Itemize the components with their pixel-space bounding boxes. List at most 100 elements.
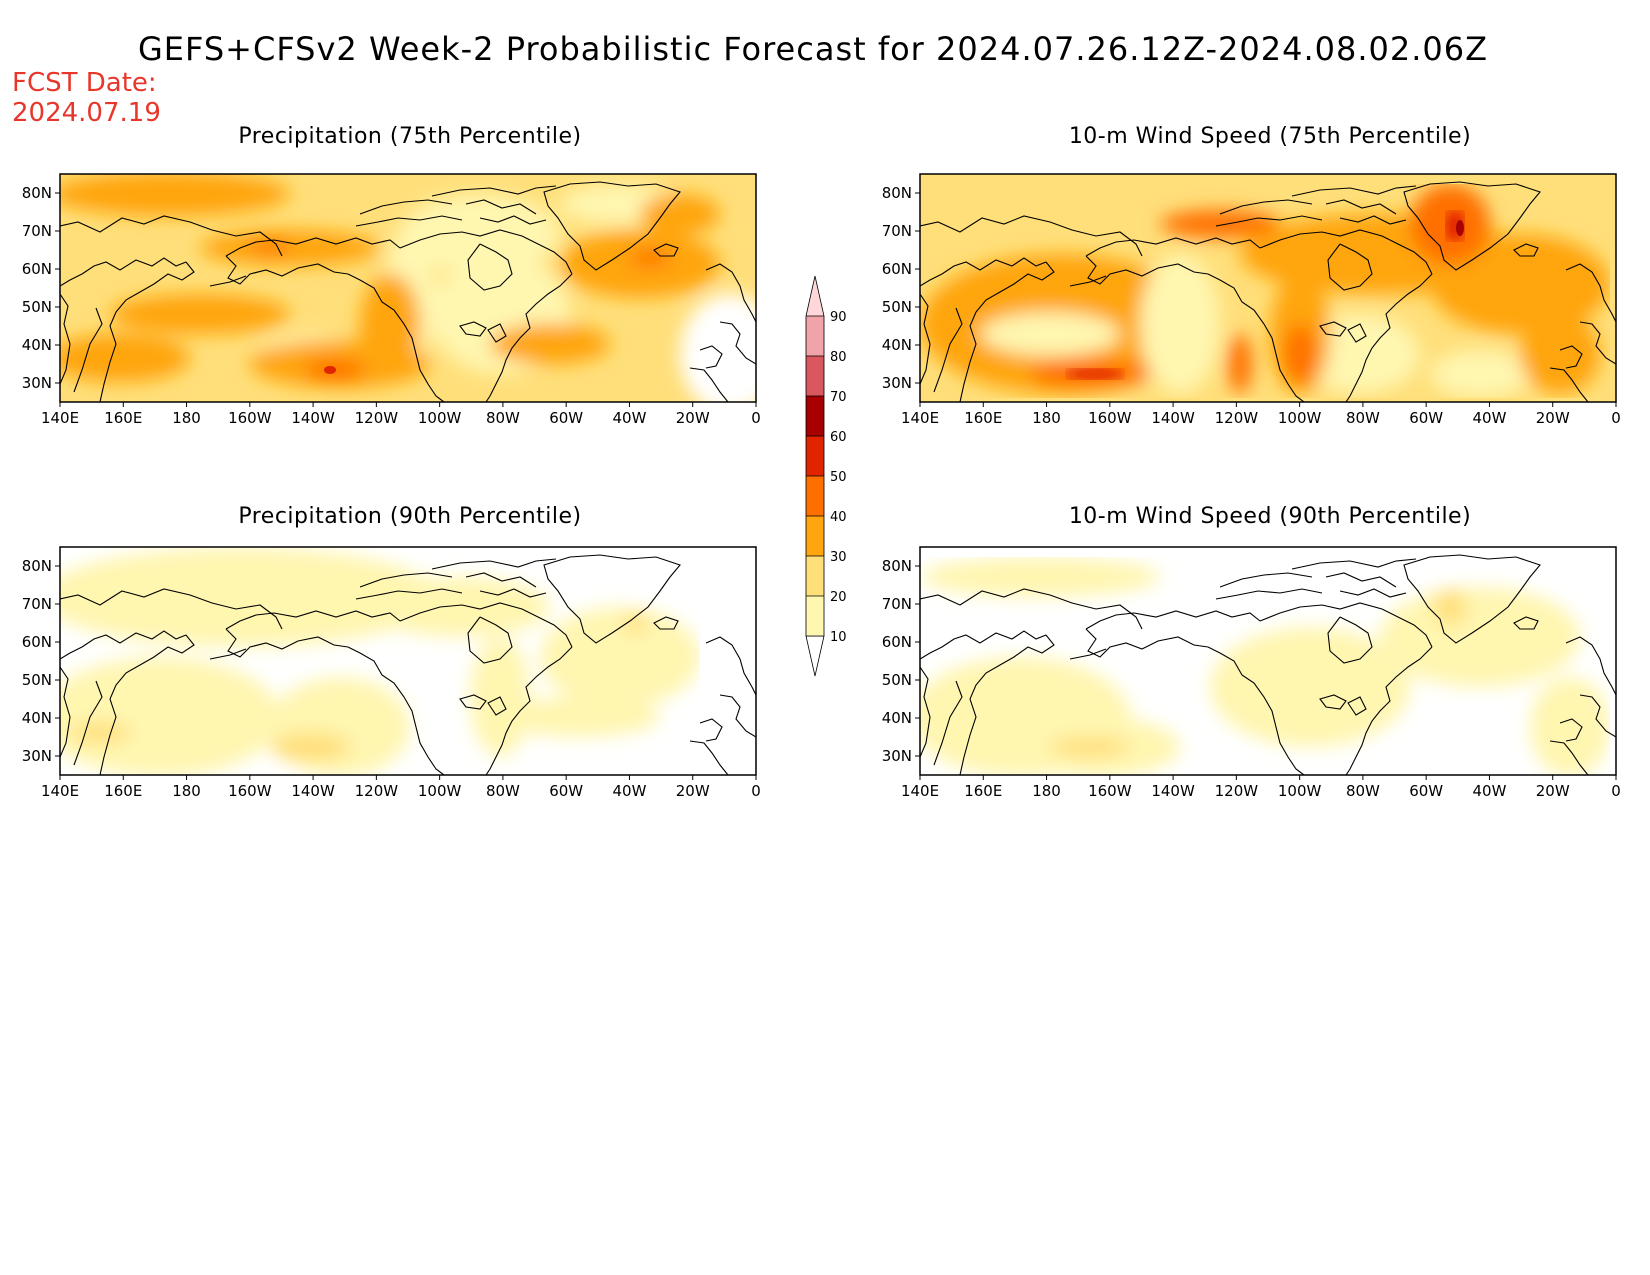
lon-tick-label: 160W bbox=[1088, 409, 1132, 427]
lon-tick-label: 180 bbox=[172, 782, 201, 800]
lat-tick-label: 50N bbox=[22, 671, 52, 689]
lon-tick-label: 60W bbox=[1409, 782, 1443, 800]
lon-tick-label: 180 bbox=[1032, 782, 1061, 800]
lat-tick-label: 40N bbox=[882, 336, 912, 354]
lon-tick-label: 140W bbox=[291, 409, 335, 427]
lon-tick-label: 140W bbox=[1151, 409, 1195, 427]
colorbar-tick-label: 80 bbox=[830, 350, 847, 365]
lon-tick-label: 180 bbox=[1032, 409, 1061, 427]
lon-tick-label: 140E bbox=[901, 782, 939, 800]
colorbar-tick-label: 40 bbox=[830, 510, 847, 525]
lon-tick-label: 160E bbox=[104, 782, 142, 800]
lat-tick-label: 70N bbox=[22, 222, 52, 240]
lon-tick-label: 0 bbox=[1611, 409, 1621, 427]
lat-tick-label: 70N bbox=[22, 595, 52, 613]
lon-tick-label: 40W bbox=[612, 782, 646, 800]
lon-tick-label: 80W bbox=[486, 782, 520, 800]
lon-tick-label: 160E bbox=[964, 782, 1002, 800]
lon-tick-label: 140E bbox=[41, 782, 79, 800]
lon-tick-label: 160W bbox=[228, 409, 272, 427]
lon-tick-label: 60W bbox=[1409, 409, 1443, 427]
lon-tick-label: 100W bbox=[1278, 782, 1322, 800]
lat-tick-label: 60N bbox=[882, 260, 912, 278]
lon-tick-label: 100W bbox=[1278, 409, 1322, 427]
lat-tick-label: 40N bbox=[22, 709, 52, 727]
lon-tick-label: 160W bbox=[228, 782, 272, 800]
colorbar-tick-label: 30 bbox=[830, 550, 847, 565]
colorbar-segment bbox=[806, 316, 824, 356]
colorbar-segment bbox=[806, 276, 824, 316]
colorbar-tick-label: 10 bbox=[830, 630, 847, 645]
axis-ticks: 140E 160E 180 160W 140W 120W 100W 80W 60W 40W 20W 0… bbox=[22, 184, 1621, 800]
lon-tick-label: 40W bbox=[1472, 782, 1506, 800]
lat-tick-label: 30N bbox=[882, 747, 912, 765]
lat-tick-label: 80N bbox=[882, 184, 912, 202]
colorbar-segment bbox=[806, 436, 824, 476]
lat-tick-label: 40N bbox=[22, 336, 52, 354]
colorbar-segment bbox=[805, 635, 825, 677]
colorbar-segment bbox=[806, 556, 824, 596]
lat-tick-label: 60N bbox=[882, 633, 912, 651]
lat-tick-label: 80N bbox=[22, 184, 52, 202]
panel-title-wind75: 10-m Wind Speed (75th Percentile) bbox=[1068, 124, 1472, 149]
colorbar-tick-label: 60 bbox=[830, 430, 847, 445]
colorbar-segment bbox=[806, 516, 824, 556]
map-panel-wind90 bbox=[919, 546, 1617, 776]
lon-tick-label: 160E bbox=[104, 409, 142, 427]
lon-tick-label: 100W bbox=[418, 409, 462, 427]
map-panel-precip75 bbox=[59, 173, 757, 403]
lat-tick-label: 30N bbox=[882, 374, 912, 392]
colorbar-tick-label: 90 bbox=[830, 310, 847, 325]
lon-tick-label: 120W bbox=[1215, 409, 1259, 427]
panel-title-precip75: Precipitation (75th Percentile) bbox=[238, 124, 582, 149]
lat-tick-label: 50N bbox=[882, 671, 912, 689]
lat-tick-label: 50N bbox=[882, 298, 912, 316]
lat-tick-label: 60N bbox=[22, 260, 52, 278]
lat-tick-label: 80N bbox=[22, 557, 52, 575]
lat-tick-label: 30N bbox=[22, 747, 52, 765]
lon-tick-label: 160E bbox=[964, 409, 1002, 427]
lon-tick-label: 20W bbox=[676, 782, 710, 800]
colorbar: 10 20 30 40 50 60 70 80 90 bbox=[805, 275, 847, 677]
colorbar-tick-label: 20 bbox=[830, 590, 847, 605]
map-panel-wind75 bbox=[919, 173, 1617, 403]
lon-tick-label: 100W bbox=[418, 782, 462, 800]
panel-title-wind90: 10-m Wind Speed (90th Percentile) bbox=[1068, 504, 1472, 529]
colorbar-tick-label: 50 bbox=[830, 470, 847, 485]
lat-tick-label: 50N bbox=[22, 298, 52, 316]
lon-tick-label: 60W bbox=[549, 782, 583, 800]
lon-tick-label: 120W bbox=[355, 782, 399, 800]
lon-tick-label: 0 bbox=[1611, 782, 1621, 800]
forecast-date-value: 2024.07.19 bbox=[12, 98, 161, 128]
forecast-date-label: FCST Date: bbox=[12, 68, 157, 98]
colorbar-segment bbox=[806, 356, 824, 396]
lon-tick-label: 80W bbox=[1346, 782, 1380, 800]
lon-tick-label: 140W bbox=[1151, 782, 1195, 800]
lon-tick-label: 180 bbox=[172, 409, 201, 427]
colorbar-segment bbox=[806, 596, 824, 636]
lat-tick-label: 70N bbox=[882, 222, 912, 240]
lon-tick-label: 80W bbox=[486, 409, 520, 427]
lon-tick-label: 120W bbox=[1215, 782, 1259, 800]
lon-tick-label: 40W bbox=[612, 409, 646, 427]
lon-tick-label: 140W bbox=[291, 782, 335, 800]
colorbar-segment bbox=[806, 476, 824, 516]
lon-tick-label: 60W bbox=[549, 409, 583, 427]
lon-tick-label: 20W bbox=[676, 409, 710, 427]
lon-tick-label: 20W bbox=[1536, 409, 1570, 427]
lon-tick-label: 20W bbox=[1536, 782, 1570, 800]
lon-tick-label: 140E bbox=[901, 409, 939, 427]
colorbar-segment bbox=[806, 396, 824, 436]
map-panel-precip90 bbox=[59, 546, 757, 776]
lon-tick-label: 140E bbox=[41, 409, 79, 427]
lon-tick-label: 160W bbox=[1088, 782, 1132, 800]
lat-tick-label: 80N bbox=[882, 557, 912, 575]
lat-tick-label: 70N bbox=[882, 595, 912, 613]
panel-title-precip90: Precipitation (90th Percentile) bbox=[238, 504, 582, 529]
lon-tick-label: 0 bbox=[751, 782, 761, 800]
lat-tick-label: 60N bbox=[22, 633, 52, 651]
lon-tick-label: 0 bbox=[751, 409, 761, 427]
lon-tick-label: 120W bbox=[355, 409, 399, 427]
lon-tick-label: 80W bbox=[1346, 409, 1380, 427]
